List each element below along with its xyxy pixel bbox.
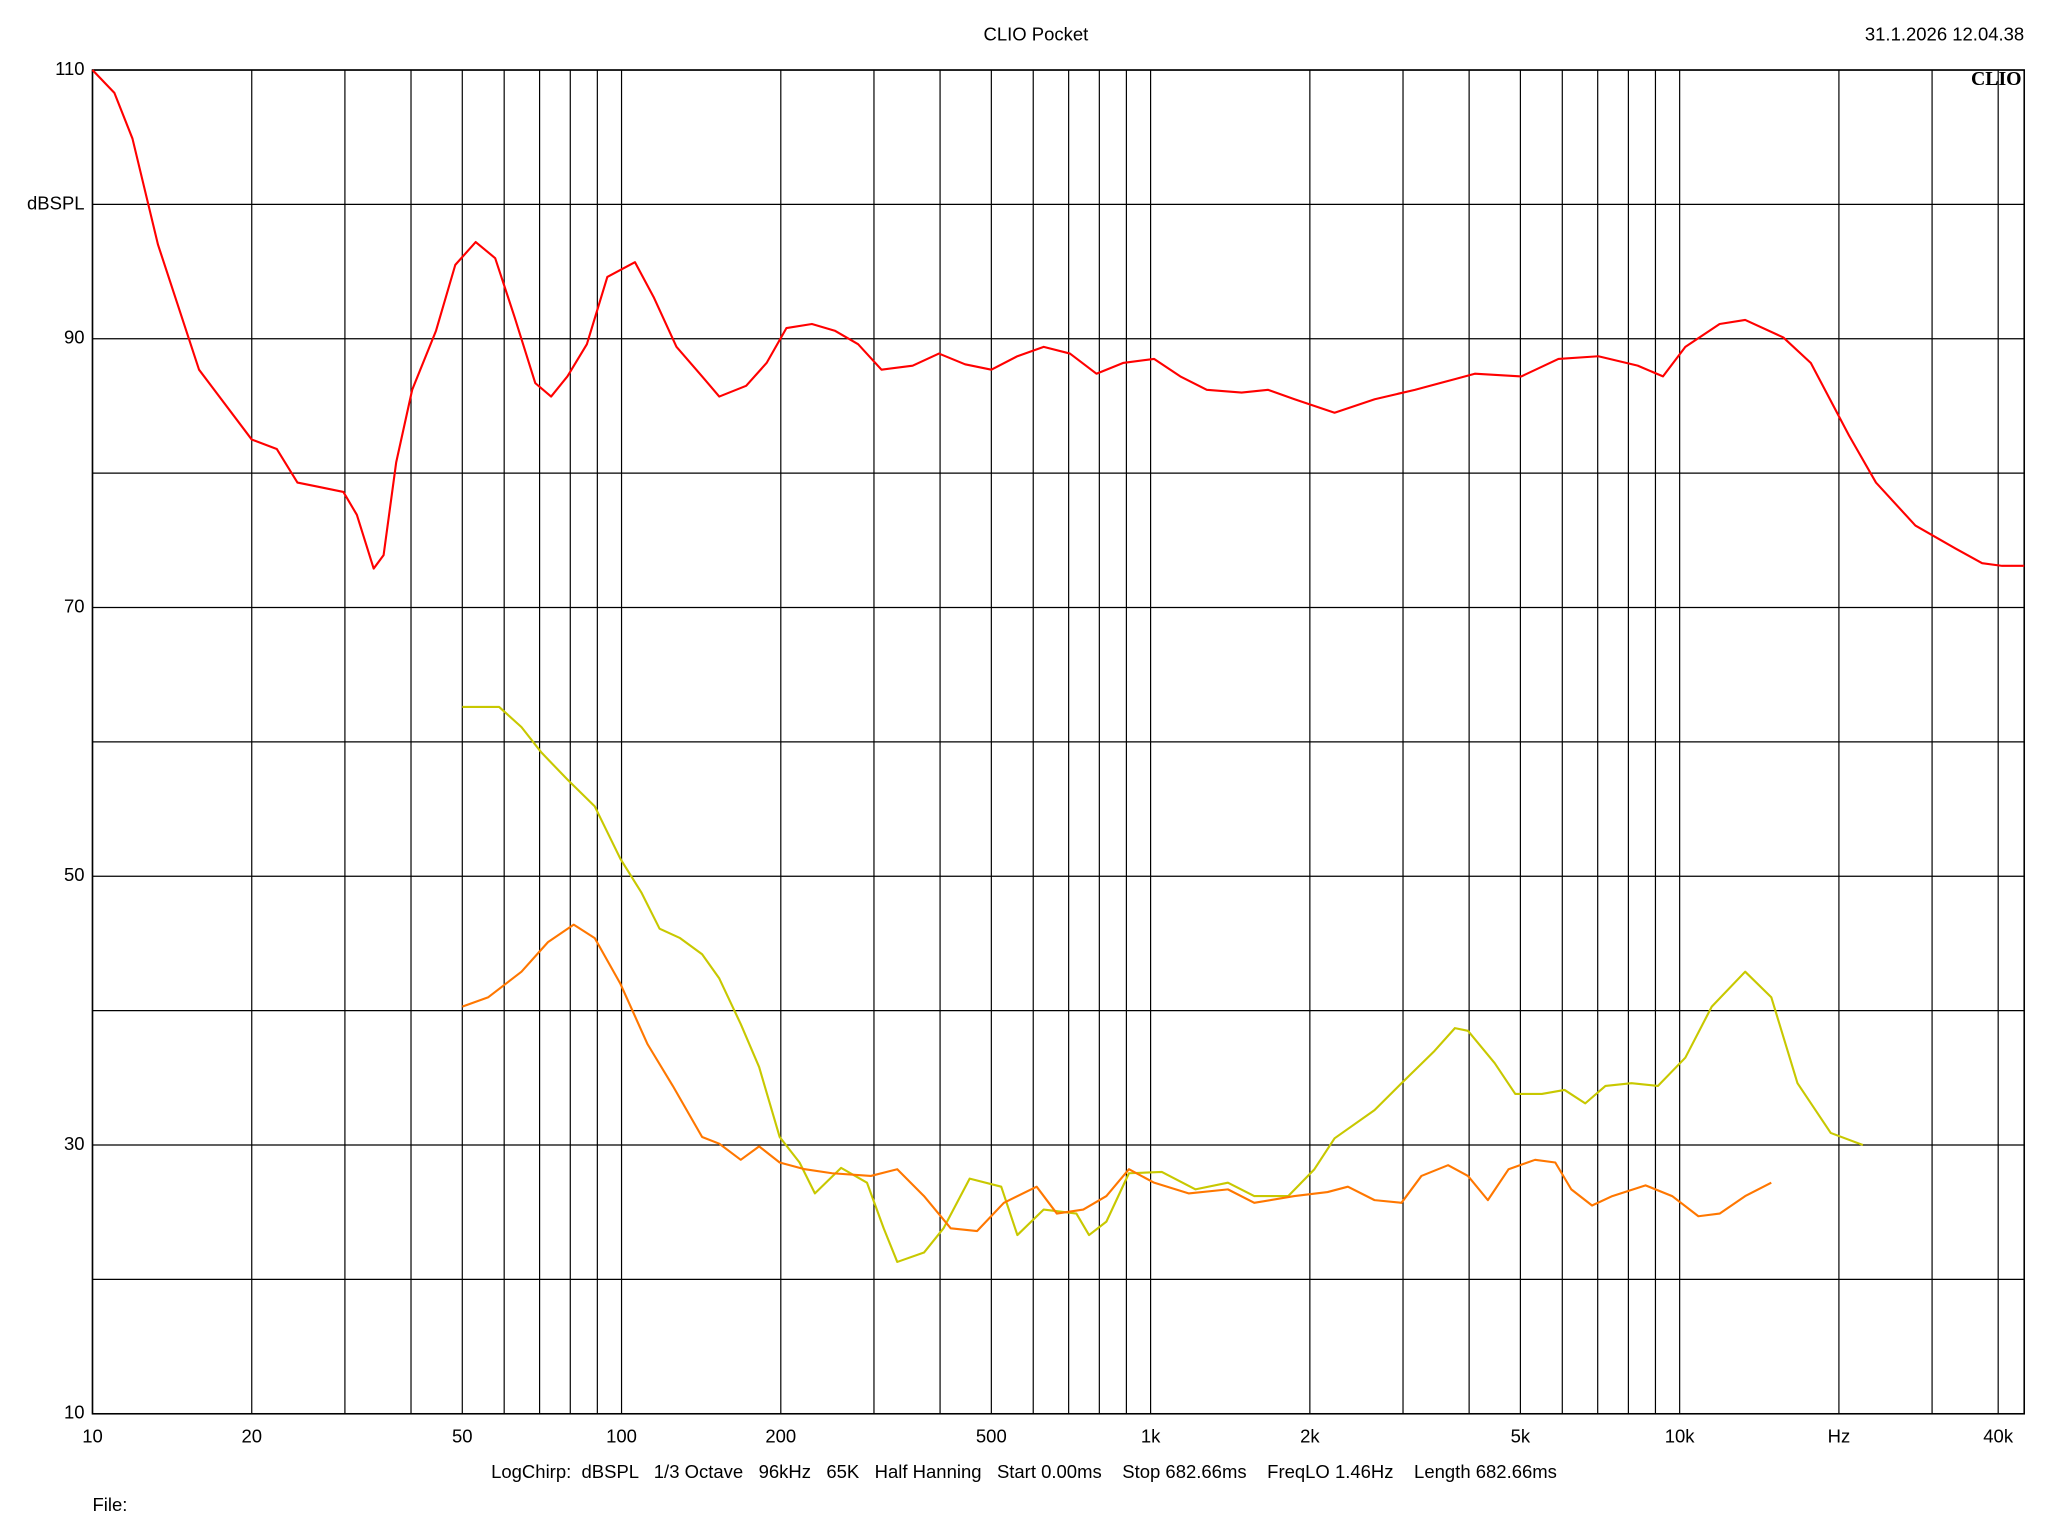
y-tick-label: 70 — [64, 595, 85, 616]
x-tick-label: 500 — [976, 1425, 1007, 1446]
footer: LogChirp: dBSPL 1/3 Octave 96kHz 65K Hal… — [491, 1461, 1557, 1482]
logo: CLIO — [1971, 68, 2022, 90]
x-tick-label: 2k — [1300, 1425, 1320, 1446]
x-tick-label: 50 — [452, 1425, 473, 1446]
plot-frame — [91, 69, 2026, 1415]
y-tick-label: 10 — [64, 1402, 85, 1423]
y-tick-label: 90 — [64, 327, 85, 348]
x-tick-label: Hz — [1828, 1425, 1851, 1446]
y-axis-label: dBSPL — [27, 193, 85, 214]
y-tick-label: 30 — [64, 1133, 85, 1154]
series-line — [462, 705, 1864, 1263]
x-tick-label: 20 — [241, 1425, 262, 1446]
x-tick-label: 200 — [765, 1425, 796, 1446]
x-tick-label: 10k — [1665, 1425, 1696, 1446]
x-tick-label: 100 — [606, 1425, 637, 1446]
y-tick-label: 110 — [55, 58, 84, 79]
x-tick-label: 40k — [1983, 1425, 2014, 1446]
series-line — [461, 923, 1772, 1233]
file-label: File: — [92, 1494, 127, 1515]
series-line — [91, 69, 2025, 570]
y-tick-label: 50 — [64, 864, 85, 885]
x-tick-label: 5k — [1511, 1425, 1531, 1446]
timestamp: 31.1.2026 12.04.38 — [1865, 24, 2024, 45]
x-tick-label: 10 — [82, 1425, 103, 1446]
chart-title: CLIO Pocket — [983, 24, 1088, 45]
x-tick-label: 1k — [1141, 1425, 1161, 1446]
